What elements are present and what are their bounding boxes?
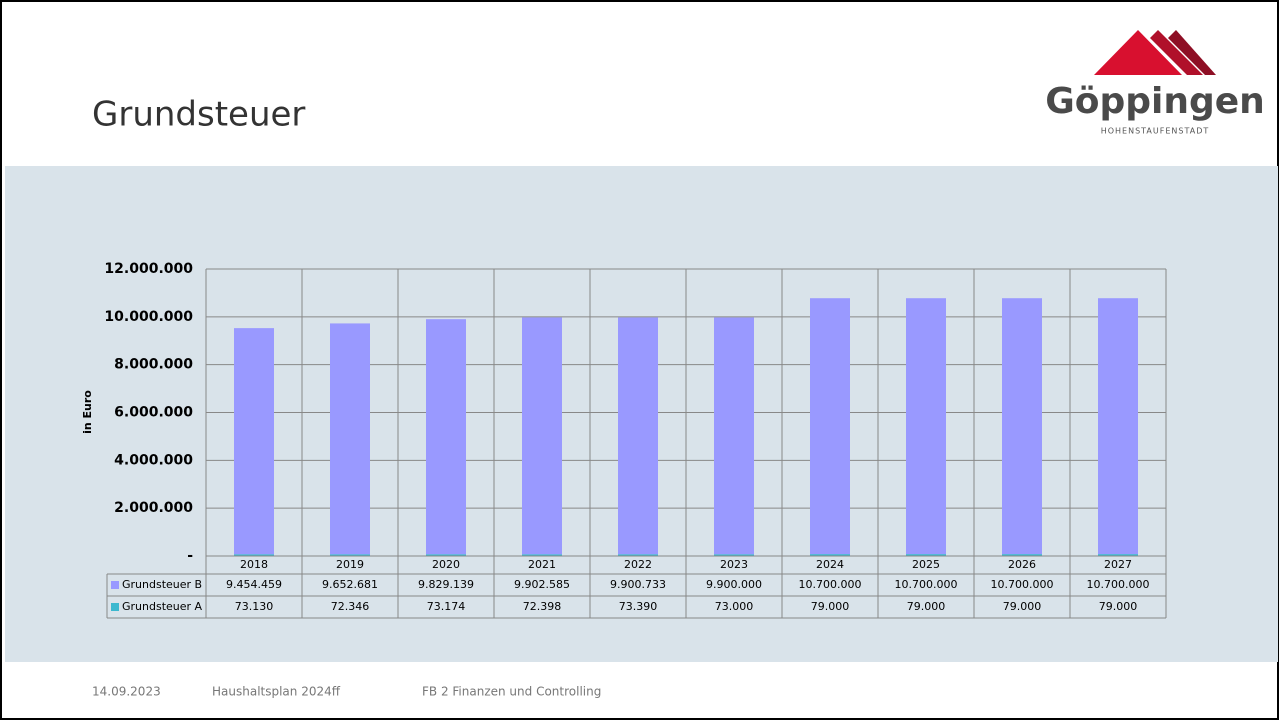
bar-segment	[618, 317, 658, 555]
bar-segment	[714, 317, 754, 555]
table-value: 79.000	[811, 600, 850, 613]
bar-segment	[330, 554, 370, 556]
y-tick-label: 12.000.000	[104, 261, 193, 277]
x-tick-label: 2025	[912, 558, 940, 571]
footer-doc: Haushaltsplan 2024ff	[212, 685, 341, 699]
table-value: 73.174	[427, 600, 466, 613]
y-tick-label: -	[187, 548, 193, 564]
table-value: 72.398	[523, 600, 562, 613]
x-tick-label: 2023	[720, 558, 748, 571]
logo-mark	[1150, 30, 1203, 75]
x-tick-label: 2018	[240, 558, 268, 571]
bar-segment	[234, 554, 274, 556]
y-tick-label: 10.000.000	[104, 309, 193, 325]
legend-swatch	[111, 603, 119, 611]
bar-segment	[330, 323, 370, 555]
x-tick-label: 2020	[432, 558, 460, 571]
table-value: 9.902.585	[514, 578, 570, 591]
bar-segment	[810, 298, 850, 555]
bar-segment	[426, 554, 466, 556]
table-value: 10.700.000	[1087, 578, 1150, 591]
x-tick-label: 2021	[528, 558, 556, 571]
bar-segment	[426, 319, 466, 555]
logo-name: Göppingen	[1045, 81, 1265, 122]
x-tick-label: 2019	[336, 558, 364, 571]
footer-date: 14.09.2023	[92, 685, 161, 699]
legend-label: Grundsteuer A	[122, 600, 203, 613]
footer-unit: FB 2 Finanzen und Controlling	[422, 685, 601, 699]
bar-segment	[234, 328, 274, 555]
bar-segment	[1098, 298, 1138, 555]
table-value: 73.130	[235, 600, 274, 613]
bar-segment	[1002, 298, 1042, 555]
y-axis-label: in Euro	[81, 390, 94, 434]
table-value: 79.000	[1003, 600, 1042, 613]
table-value: 10.700.000	[895, 578, 958, 591]
bar-segment	[714, 554, 754, 556]
table-value: 9.829.139	[418, 578, 474, 591]
table-value: 9.900.733	[610, 578, 666, 591]
logo-mark	[1094, 30, 1182, 75]
bar-segment	[906, 298, 946, 555]
table-value: 73.000	[715, 600, 754, 613]
table-value: 72.346	[331, 600, 370, 613]
table-value: 9.900.000	[706, 578, 762, 591]
bar-segment	[522, 554, 562, 556]
table-value: 9.454.459	[226, 578, 282, 591]
table-value: 79.000	[907, 600, 946, 613]
y-tick-label: 8.000.000	[114, 357, 193, 373]
bar-segment	[810, 554, 850, 556]
logo-mark	[1168, 30, 1216, 75]
y-tick-label: 6.000.000	[114, 405, 193, 421]
legend-label: Grundsteuer B	[122, 578, 202, 591]
slide-title: Grundsteuer	[92, 95, 305, 135]
bar-segment	[618, 554, 658, 556]
table-value: 79.000	[1099, 600, 1138, 613]
x-tick-label: 2024	[816, 558, 844, 571]
table-value: 73.390	[619, 600, 658, 613]
logo-tagline: HOHENSTAUFENSTADT	[1101, 127, 1210, 136]
table-value: 10.700.000	[799, 578, 862, 591]
table-value: 9.652.681	[322, 578, 378, 591]
x-tick-label: 2022	[624, 558, 652, 571]
table-value: 10.700.000	[991, 578, 1054, 591]
bar-segment	[906, 554, 946, 556]
bar-segment	[522, 317, 562, 555]
bar-segment	[1098, 554, 1138, 556]
y-tick-label: 4.000.000	[114, 452, 193, 468]
y-tick-label: 2.000.000	[114, 500, 193, 516]
x-tick-label: 2027	[1104, 558, 1132, 571]
legend-swatch	[111, 581, 119, 589]
bar-segment	[1002, 554, 1042, 556]
x-tick-label: 2026	[1008, 558, 1036, 571]
